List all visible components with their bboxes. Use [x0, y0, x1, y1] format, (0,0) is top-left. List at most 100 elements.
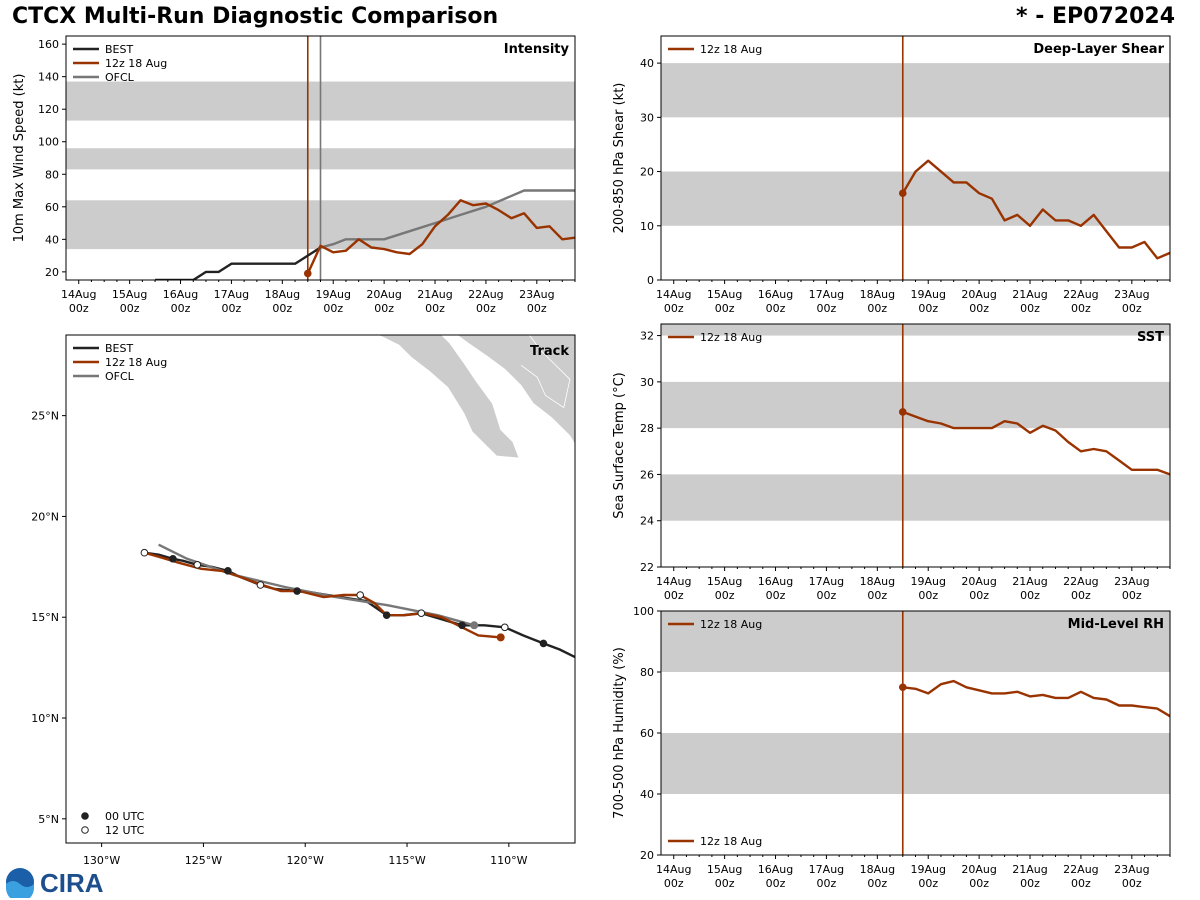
map-title: Track — [530, 344, 569, 359]
x-tick-label-date: 23Aug — [1114, 863, 1149, 876]
series-line-ofcl — [320, 189, 575, 249]
y-tick-label: 30 — [640, 111, 654, 124]
state-border — [520, 335, 571, 409]
x-tick-label-hour: 00z — [817, 589, 837, 602]
y-tick-label: 140 — [38, 71, 59, 84]
y-tick-label: 80 — [45, 168, 59, 181]
x-tick-label-hour: 00z — [272, 302, 292, 315]
x-tick-label-hour: 00z — [664, 302, 684, 315]
x-tick-label-date: 15Aug — [707, 863, 742, 876]
land-baja-california — [376, 335, 520, 459]
series-start-marker-run — [898, 408, 907, 416]
series-line-run — [306, 199, 575, 275]
x-tick-label-date: 22Aug — [1063, 863, 1098, 876]
lon-tick-label: 110°W — [490, 854, 527, 867]
map-frame — [65, 334, 576, 844]
legend-label-run: 12z 18 Aug — [700, 331, 762, 344]
shaded-band — [66, 200, 575, 250]
y-tick-label: 40 — [640, 788, 654, 801]
y-tick-label: 0 — [647, 274, 654, 287]
x-tick-label-date: 16Aug — [758, 863, 793, 876]
x-tick-label-date: 16Aug — [758, 575, 793, 588]
x-tick-label-hour: 00z — [69, 302, 89, 315]
x-tick-label-date: 19Aug — [910, 863, 945, 876]
x-tick-label-hour: 00z — [918, 302, 938, 315]
marker-legend-symbol — [81, 826, 89, 834]
track-start-marker-run — [496, 633, 505, 642]
x-tick-label-hour: 00z — [664, 877, 684, 890]
plot-area — [661, 611, 1170, 855]
lat-tick-label: 5°N — [38, 813, 59, 826]
x-tick-label-hour: 00z — [867, 877, 887, 890]
plot-area — [66, 36, 575, 280]
x-tick-label-hour: 00z — [1020, 877, 1040, 890]
chart-title: Mid-Level RH — [1068, 617, 1164, 632]
y-tick-label: 30 — [640, 376, 654, 389]
x-tick-label-date: 20Aug — [961, 575, 996, 588]
y-tick-label: 20 — [45, 266, 59, 279]
x-tick-label-hour: 00z — [766, 589, 786, 602]
x-tick-label-hour: 00z — [1122, 589, 1142, 602]
plot-frame — [660, 610, 1171, 856]
y-tick-label: 60 — [45, 201, 59, 214]
x-tick-label-date: 20Aug — [961, 288, 996, 301]
x-tick-label-date: 22Aug — [468, 288, 503, 301]
figure-title: CTCX Multi-Run Diagnostic Comparison — [12, 4, 499, 29]
legend-label-best: BEST — [105, 342, 133, 355]
best-track-00utc-marker — [293, 587, 301, 595]
legend-label-ofcl: OFCL — [105, 71, 135, 84]
best-track-12utc-marker — [193, 561, 202, 569]
x-tick-label-hour: 00z — [715, 302, 735, 315]
x-tick-label-hour: 00z — [715, 877, 735, 890]
x-tick-label-hour: 00z — [476, 302, 496, 315]
x-tick-label-date: 14Aug — [61, 288, 96, 301]
x-tick-label-hour: 00z — [969, 302, 989, 315]
lon-tick-label: 120°W — [287, 854, 324, 867]
y-axis-label: 700-500 hPa Humidity (%) — [612, 647, 627, 819]
x-tick-label-date: 20Aug — [961, 863, 996, 876]
x-tick-label-hour: 00z — [1071, 877, 1091, 890]
shaded-band — [66, 148, 575, 170]
x-tick-label-hour: 00z — [1071, 589, 1091, 602]
lon-tick-label: 115°W — [388, 854, 425, 867]
y-tick-label: 26 — [640, 468, 654, 481]
marker-legend-symbol — [81, 812, 89, 820]
y-axis-label: 10m Max Wind Speed (kt) — [12, 74, 27, 243]
plot-frame — [660, 35, 1171, 281]
x-tick-label-date: 21Aug — [1012, 575, 1047, 588]
y-tick-label: 100 — [633, 605, 654, 618]
chart-title: Intensity — [504, 42, 570, 57]
x-tick-label-hour: 00z — [969, 877, 989, 890]
shaded-band — [661, 611, 1170, 672]
x-tick-label-hour: 00z — [715, 589, 735, 602]
y-tick-label: 32 — [640, 330, 654, 343]
x-tick-label-date: 18Aug — [860, 863, 895, 876]
plot-area — [661, 324, 1170, 567]
series-line-best — [155, 246, 322, 280]
x-tick-label-date: 16Aug — [163, 288, 198, 301]
best-track-12utc-marker — [500, 623, 509, 632]
x-tick-label-hour: 00z — [766, 302, 786, 315]
lat-tick-label: 15°N — [31, 611, 59, 624]
x-tick-label-hour: 00z — [918, 877, 938, 890]
track-line-ofcl — [158, 543, 475, 627]
y-axis-label: Sea Surface Temp (°C) — [612, 372, 627, 519]
y-tick-label: 20 — [640, 849, 654, 862]
plot-frame — [65, 35, 576, 281]
y-tick-label: 60 — [640, 727, 654, 740]
x-tick-label-date: 16Aug — [758, 288, 793, 301]
lat-tick-label: 10°N — [31, 712, 59, 725]
lat-tick-label: 25°N — [31, 410, 59, 423]
x-tick-label-date: 17Aug — [809, 863, 844, 876]
x-tick-label-hour: 00z — [1122, 302, 1142, 315]
shaded-band — [661, 733, 1170, 794]
storm-id-label: * - EP072024 — [1016, 4, 1175, 29]
series-start-marker-run — [898, 189, 907, 198]
x-tick-label-date: 14Aug — [656, 288, 691, 301]
x-tick-label-hour: 00z — [664, 589, 684, 602]
lon-tick-label: 125°W — [185, 854, 222, 867]
series-start-marker-run — [303, 269, 312, 278]
